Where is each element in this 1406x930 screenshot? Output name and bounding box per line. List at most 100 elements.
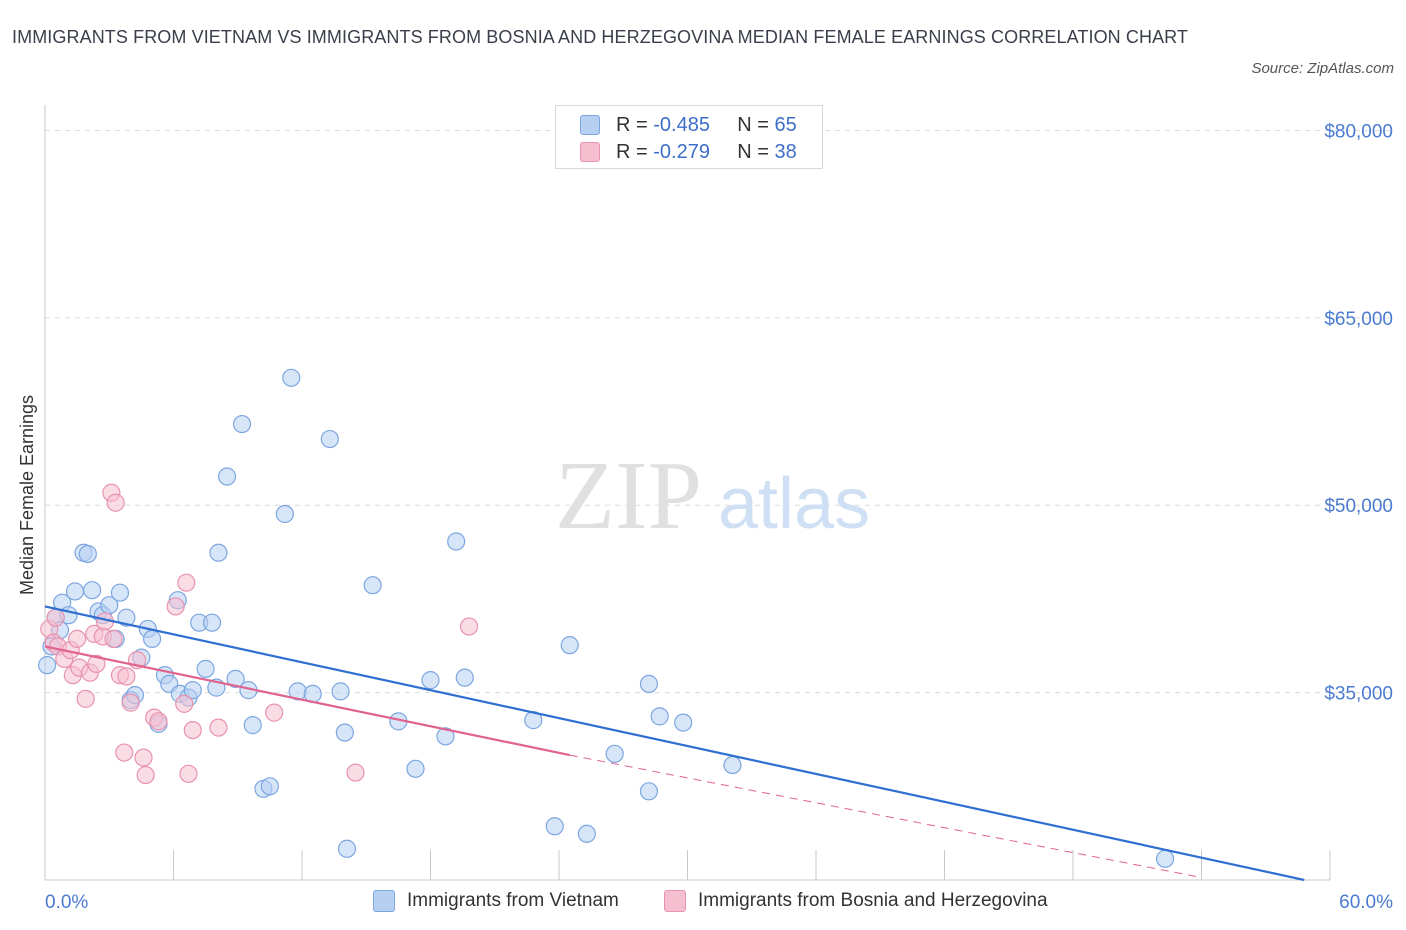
- legend-swatch-vietnam: [580, 115, 600, 135]
- data-point-vietnam: [83, 581, 102, 600]
- data-point-vietnam: [447, 532, 466, 551]
- data-point-vietnam: [142, 629, 162, 649]
- y-axis-tick-labels: $35,000 $50,000 $65,000 $80,000: [1324, 121, 1393, 704]
- data-point-vietnam: [78, 544, 97, 564]
- x-tick-label-min: 0.0%: [45, 892, 88, 913]
- data-point-vietnam: [335, 723, 354, 742]
- watermark: ZIP atlas: [555, 442, 870, 550]
- data-point-vietnam: [232, 414, 252, 434]
- legend-row-vietnam: R = -0.485 N = 65: [580, 112, 797, 138]
- legend-item-bosnia: Immigrants from Bosnia and Herzegovina: [664, 890, 1048, 912]
- trend-lines: [44, 605, 1305, 882]
- data-point-vietnam: [38, 656, 57, 675]
- data-point-vietnam: [436, 727, 455, 746]
- watermark-atlas: atlas: [718, 464, 870, 544]
- legend-swatch-bosnia: [664, 890, 686, 912]
- data-point-bosnia: [265, 703, 284, 722]
- legend-r-value: -0.485: [653, 113, 710, 136]
- y-tick-label: $65,000: [1324, 309, 1393, 330]
- data-point-bosnia: [115, 743, 134, 762]
- y-tick-label: $50,000: [1324, 496, 1393, 517]
- data-point-vietnam: [117, 608, 136, 627]
- legend-label-vietnam: Immigrants from Vietnam: [407, 890, 619, 911]
- trend-line-vietnam: [44, 605, 1305, 882]
- data-point-vietnam: [406, 759, 425, 778]
- data-point-bosnia: [121, 693, 140, 712]
- y-axis-label: Median Female Earnings: [17, 395, 37, 595]
- data-point-vietnam: [202, 613, 222, 632]
- data-point-vietnam: [226, 669, 245, 688]
- data-point-vietnam: [650, 707, 669, 726]
- legend-n-value: 38: [774, 140, 797, 163]
- legend-r-label: R =: [616, 113, 648, 136]
- data-point-vietnam: [545, 817, 564, 836]
- data-point-vietnam: [243, 716, 262, 735]
- legend-swatch-bosnia: [580, 142, 600, 162]
- data-point-bosnia: [177, 573, 196, 592]
- data-point-vietnam: [282, 368, 301, 387]
- data-point-bosnia: [175, 694, 194, 713]
- x-tick-label-max: 60.0%: [1339, 892, 1393, 913]
- data-point-bosnia: [179, 764, 198, 783]
- data-point-vietnam: [209, 543, 228, 562]
- data-point-vietnam: [639, 674, 659, 693]
- x-axis-ticks: [44, 850, 1331, 880]
- y-tick-label: $80,000: [1324, 121, 1393, 142]
- legend-item-vietnam: Immigrants from Vietnam: [373, 890, 619, 912]
- data-point-vietnam: [363, 576, 382, 595]
- data-point-vietnam: [110, 583, 130, 602]
- data-point-vietnam: [260, 777, 279, 796]
- data-point-bosnia: [46, 608, 65, 627]
- data-point-bosnia: [87, 654, 106, 673]
- watermark-zip: ZIP: [555, 442, 702, 550]
- correlation-legend: R = -0.485 N = 65 R = -0.279 N = 38: [555, 105, 823, 169]
- data-point-vietnam: [65, 582, 85, 601]
- data-point-vietnam: [337, 839, 357, 858]
- legend-swatch-vietnam: [373, 890, 395, 912]
- data-point-bosnia: [134, 748, 153, 767]
- data-point-bosnia: [209, 718, 228, 737]
- data-point-vietnam: [560, 636, 579, 655]
- series-bosnia-points: [40, 483, 479, 785]
- data-point-bosnia: [76, 689, 95, 708]
- data-point-vietnam: [1155, 849, 1175, 868]
- data-point-vietnam: [421, 671, 440, 690]
- data-point-vietnam: [331, 682, 350, 701]
- data-point-vietnam: [217, 467, 237, 486]
- source-credit: Source: ZipAtlas.com: [1251, 60, 1394, 77]
- legend-row-bosnia: R = -0.279 N = 38: [580, 139, 797, 165]
- data-point-vietnam: [605, 744, 624, 763]
- data-point-bosnia: [68, 629, 87, 649]
- legend-r-label: R =: [616, 140, 648, 163]
- legend-n-value: 65: [774, 113, 797, 136]
- data-point-vietnam: [723, 755, 742, 775]
- data-point-vietnam: [639, 782, 659, 801]
- legend-r-value: -0.279: [653, 140, 710, 163]
- legend-label-bosnia: Immigrants from Bosnia and Herzegovina: [698, 890, 1048, 911]
- trend-line-bosnia: [44, 645, 570, 757]
- data-point-bosnia: [346, 763, 365, 782]
- grid-lines: [45, 129, 1395, 694]
- legend-n-label: N =: [737, 113, 769, 136]
- data-point-vietnam: [275, 504, 294, 524]
- data-point-vietnam: [196, 659, 215, 678]
- trend-line-bosnia: [569, 754, 1202, 878]
- data-point-bosnia: [136, 765, 155, 785]
- data-point-vietnam: [183, 681, 202, 700]
- chart-title: IMMIGRANTS FROM VIETNAM VS IMMIGRANTS FR…: [12, 27, 1189, 47]
- series-legend: Immigrants from Vietnam Immigrants from …: [0, 890, 1406, 914]
- legend-n-label: N =: [737, 140, 769, 163]
- series-vietnam-points: [38, 368, 1175, 868]
- data-point-bosnia: [117, 667, 136, 686]
- data-point-bosnia: [166, 597, 185, 616]
- data-point-bosnia: [149, 712, 168, 731]
- data-point-bosnia: [104, 629, 123, 649]
- data-point-vietnam: [455, 668, 474, 687]
- data-point-vietnam: [320, 429, 339, 449]
- y-tick-label: $35,000: [1324, 684, 1393, 705]
- data-point-vietnam: [674, 713, 693, 732]
- data-point-bosnia: [183, 720, 202, 740]
- data-point-bosnia: [106, 493, 125, 512]
- data-point-bosnia: [459, 617, 479, 636]
